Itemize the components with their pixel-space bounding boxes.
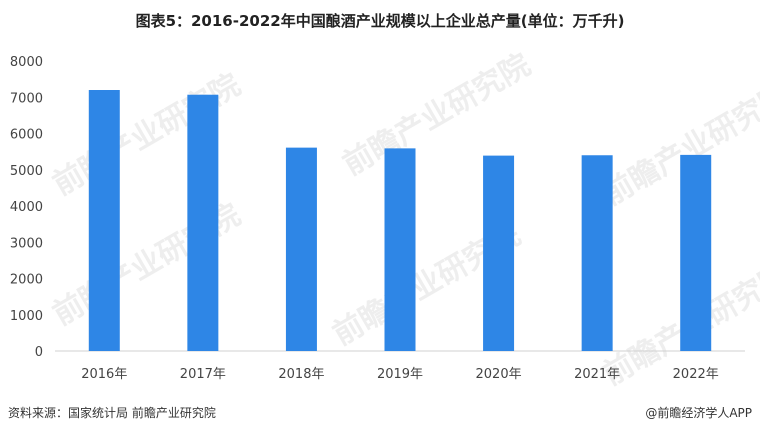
y-tick-label: 4000 [10, 200, 43, 215]
bar [581, 155, 613, 351]
x-tick-label: 2021年 [574, 367, 620, 382]
y-tick-label: 5000 [10, 164, 43, 179]
x-tick-label: 2022年 [673, 367, 719, 382]
brand-label: @前瞻经济学人APP [645, 406, 752, 420]
bars [88, 90, 712, 352]
x-axis: 2016年 2017年 2018年 2019年 2020年 2021年 2022年 [81, 367, 719, 382]
x-tick-label: 2019年 [377, 367, 423, 382]
bar [483, 155, 515, 351]
y-tick-label: 1000 [10, 309, 43, 324]
x-tick-label: 2017年 [180, 367, 226, 382]
y-axis: 0 1000 2000 3000 4000 5000 6000 7000 8000 [10, 55, 745, 360]
chart-title: 图表5：2016-2022年中国酿酒产业规模以上企业总产量(单位：万千升) [135, 12, 625, 30]
y-tick-label: 7000 [10, 91, 43, 106]
bar [187, 94, 219, 352]
y-tick-label: 6000 [10, 128, 43, 143]
x-tick-label: 2016年 [81, 367, 127, 382]
y-tick-label: 2000 [10, 273, 43, 288]
x-tick-label: 2018年 [278, 367, 324, 382]
y-tick-label: 3000 [10, 236, 43, 251]
bar [88, 90, 120, 351]
bar [384, 148, 416, 351]
bar [285, 147, 317, 351]
bar [680, 154, 712, 351]
y-tick-label: 0 [35, 345, 43, 360]
x-tick-label: 2020年 [476, 367, 522, 382]
y-tick-label: 8000 [10, 55, 43, 70]
source-note: 资料来源：国家统计局 前瞻产业研究院 [8, 406, 216, 420]
